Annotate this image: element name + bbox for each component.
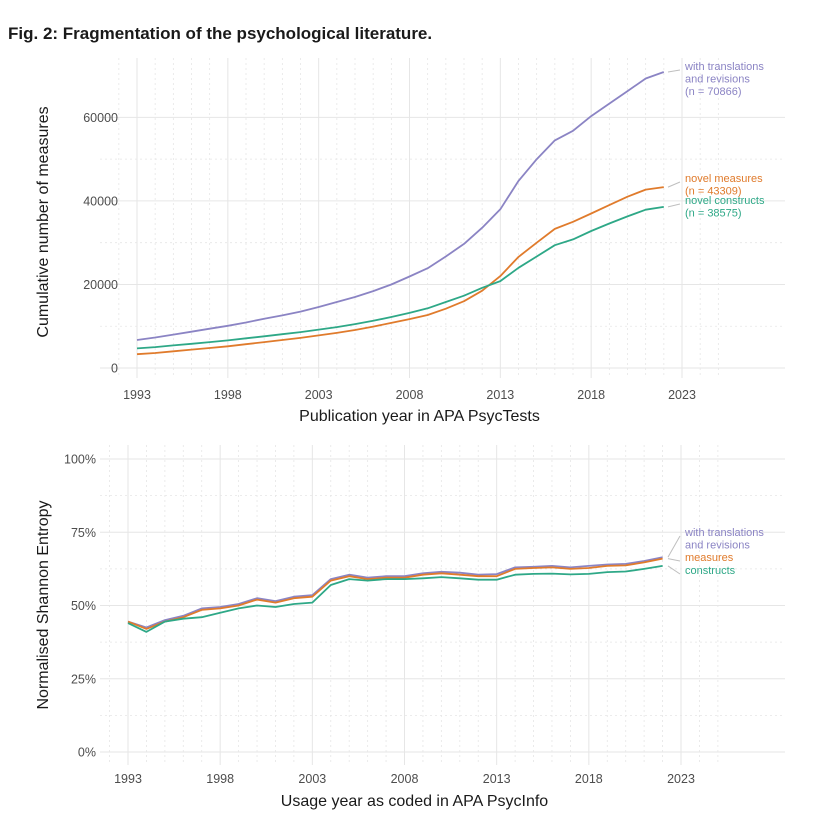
x-tick-label: 2008 [391,772,419,786]
series-end-label-line: (n = 38575) [685,208,742,220]
series-end-label-constructs: constructs [685,565,736,577]
x-tick-label: 2003 [298,772,326,786]
series-end-label-novel-constructs: novel constructs (n = 38575) [685,195,765,220]
y-tick-label: 25% [71,672,96,686]
series-end-label-line: (n = 43309) [685,186,742,198]
series-end-label-novel-measures: novel measures (n = 43309) [685,173,763,198]
y-axis-title: Normalised Shannon Entropy [35,500,52,709]
chart-panel-cumulative-measures: 0 20000 40000 60000 1993 1998 2003 2008 2013 2018… [35,58,785,425]
series-end-label-measures: measures [685,552,734,564]
x-tick-label: 2018 [577,388,605,402]
x-tick-label: 2023 [668,388,696,402]
label-leader-line [667,69,681,73]
series-line-constructs [127,565,663,633]
label-leader-line [667,181,681,188]
series-end-label-with-translations-and-revisions: with translations and revisions (n = 70866… [684,61,764,98]
series-end-label-line: measures [685,552,734,564]
y-tick-label: 0% [78,746,96,760]
label-leader-line [667,535,681,558]
x-tick-label: 2018 [575,772,603,786]
series-end-label-line: novel measures [685,173,763,185]
x-tick-label: 1993 [123,388,151,402]
y-tick-label: 75% [71,526,96,540]
series-end-label-line: constructs [685,565,736,577]
x-axis-title: Usage year as coded in APA PsycInfo [281,793,549,810]
series-end-label-line: and revisions [685,540,750,552]
x-axis-title: Publication year in APA PsycTests [299,408,540,425]
x-tick-label: 1998 [206,772,234,786]
y-tick-label: 40000 [83,194,118,208]
x-tick-label: 2008 [396,388,424,402]
series-end-label-line: and revisions [685,74,750,86]
series-end-label-with-translations-and-revisions: with translations and revisions [684,527,764,552]
series-line-measures [127,557,663,630]
y-axis-title: Cumulative number of measures [35,106,52,337]
series-end-label-line: novel constructs [685,195,765,207]
series-end-label-line: with translations [684,61,764,73]
label-leader-line [667,203,681,208]
x-tick-label: 1993 [114,772,142,786]
chart-panel-shannon-entropy: 0% 25% 50% 75% 100% 1993 1998 2003 2008 2013 2018 2… [35,445,785,810]
x-tick-label: 1998 [214,388,242,402]
x-tick-label: 2003 [305,388,333,402]
label-leader-line [667,565,681,575]
series-line-novel-measures [136,186,664,356]
figure-title: Fig. 2: Fragmentation of the psychologic… [8,24,433,43]
grid [100,58,785,378]
series-line-with-translations-and-revisions [127,556,663,629]
y-tick-label: 0 [111,362,118,376]
label-leader-line [667,558,681,562]
y-tick-label: 20000 [83,278,118,292]
y-tick-label: 50% [71,599,96,613]
x-tick-label: 2023 [667,772,695,786]
x-tick-label: 2013 [483,772,511,786]
series-end-label-line: (n = 70866) [685,86,742,98]
series-line-novel-constructs [136,206,664,350]
series-line-with-translations-and-revisions [136,71,665,341]
y-tick-label: 60000 [83,111,118,125]
grid [100,445,785,765]
y-tick-label: 100% [64,453,96,467]
x-tick-label: 2013 [486,388,514,402]
series-end-label-line: with translations [684,527,764,539]
